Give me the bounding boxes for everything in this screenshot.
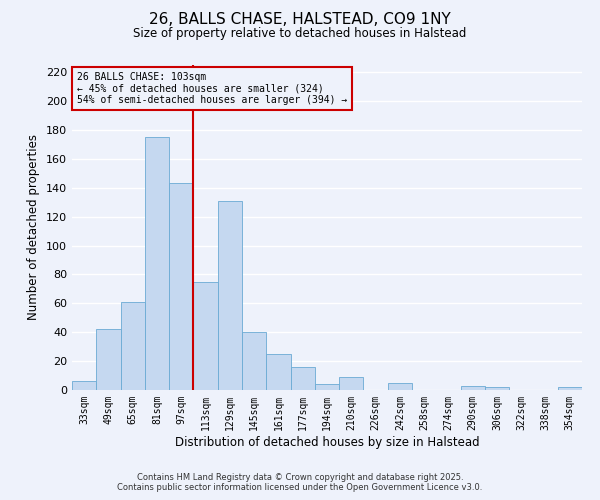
Bar [169,184,193,390]
Bar [193,282,218,390]
Y-axis label: Number of detached properties: Number of detached properties [28,134,40,320]
Bar [339,377,364,390]
Bar [242,332,266,390]
Bar [290,367,315,390]
Text: Contains HM Land Registry data © Crown copyright and database right 2025.: Contains HM Land Registry data © Crown c… [137,472,463,482]
Bar [485,387,509,390]
Text: 26 BALLS CHASE: 103sqm
← 45% of detached houses are smaller (324)
54% of semi-de: 26 BALLS CHASE: 103sqm ← 45% of detached… [77,72,347,104]
Bar [461,386,485,390]
Bar [96,330,121,390]
Bar [266,354,290,390]
Bar [315,384,339,390]
Bar [121,302,145,390]
Bar [558,387,582,390]
Text: Size of property relative to detached houses in Halstead: Size of property relative to detached ho… [133,28,467,40]
Bar [72,382,96,390]
Bar [145,137,169,390]
Text: Contains public sector information licensed under the Open Government Licence v3: Contains public sector information licen… [118,484,482,492]
Text: 26, BALLS CHASE, HALSTEAD, CO9 1NY: 26, BALLS CHASE, HALSTEAD, CO9 1NY [149,12,451,28]
Bar [218,201,242,390]
X-axis label: Distribution of detached houses by size in Halstead: Distribution of detached houses by size … [175,436,479,448]
Bar [388,383,412,390]
